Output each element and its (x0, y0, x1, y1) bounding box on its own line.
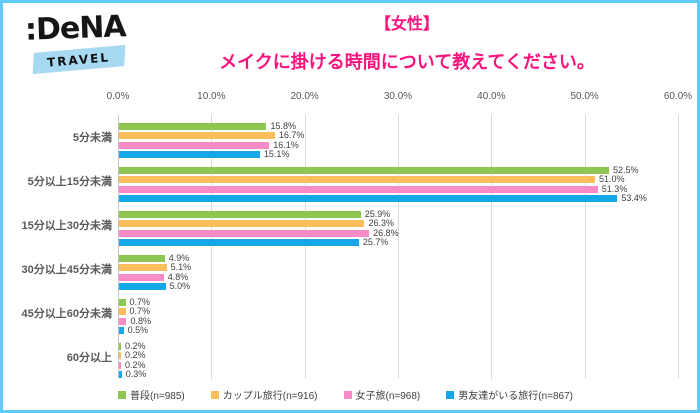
gridline (211, 115, 213, 379)
x-axis-tick-label: 60.0% (663, 91, 693, 102)
bar (119, 132, 275, 140)
category-label: 15分以上30分未満 (21, 220, 112, 232)
bar (119, 167, 609, 174)
legend-label: 普段(n=985) (130, 391, 185, 402)
x-axis-tick-label: 40.0% (477, 91, 506, 102)
bar (119, 229, 370, 237)
bar-value-label: 51.0% (599, 174, 625, 185)
bar (119, 273, 164, 281)
bar-value-label: 0.3% (125, 368, 147, 379)
legend-item: カップル旅行(n=916) (210, 387, 318, 402)
bar (119, 326, 124, 334)
category-label: 5分未満 (72, 132, 112, 144)
bar-value-label: 5.1% (170, 262, 192, 273)
bar (119, 370, 122, 378)
x-axis-tick-label: 0.0% (106, 91, 130, 102)
bar-value-label: 25.7% (362, 236, 389, 247)
bar-value-label: 0.2% (125, 341, 146, 351)
bar-value-label: 53.4% (621, 192, 647, 203)
legend-swatch (118, 390, 126, 399)
y-axis-line (118, 115, 119, 379)
bar (119, 194, 618, 202)
legend-swatch (343, 390, 352, 399)
bar-value-label: 0.8% (130, 315, 151, 326)
bar (119, 176, 595, 184)
bar (119, 264, 167, 272)
bar-chart: 0.0% 10.0% 20.0% 30.0% 40.0% 50.0% 60.0% 5分未満 15… (3, 3, 697, 410)
gridline (398, 115, 399, 379)
bar (119, 352, 121, 360)
gridline (584, 115, 586, 379)
legend-swatch (446, 390, 455, 399)
chart-legend: 普段(n=985) カップル旅行(n=916) 女子旅(n=968) 男友達がいる旅行… (118, 387, 599, 402)
chart-title-block: 【女性】 メイクに掛ける時間について教えてください。 (133, 15, 681, 74)
bar (119, 123, 267, 130)
category-label: 5分以上15分未満 (27, 176, 112, 188)
bar (119, 150, 260, 158)
legend-label: カップル旅行(n=916) (222, 391, 318, 402)
legend-swatch (210, 390, 219, 399)
bar-value-label: 0.2% (125, 359, 146, 370)
gridline (491, 115, 493, 379)
legend-label: 男友達がいる旅行(n=867) (458, 391, 573, 402)
bar-value-label: 52.5% (613, 165, 639, 175)
chart-title-group: 【女性】 (374, 16, 439, 33)
legend-label: 女子旅(n=968) (355, 391, 421, 402)
bar-value-label: 0.7% (129, 297, 151, 307)
bar-value-label: 16.1% (273, 139, 299, 150)
x-axis-tick-label: 10.0% (197, 91, 226, 102)
category-label: 60分以上 (66, 352, 112, 364)
legend-item: 男友達がいる旅行(n=867) (446, 387, 573, 402)
gridline (678, 115, 679, 379)
bar-value-label: 25.9% (364, 209, 391, 219)
chart-title-question: メイクに掛ける時間について教えてください。 (219, 52, 595, 73)
category-label: 30分以上45分未満 (21, 264, 112, 276)
legend-item: 普段(n=985) (118, 387, 185, 402)
bar-value-label: 0.2% (125, 350, 146, 361)
bar-value-label: 26.8% (373, 227, 399, 238)
bar-value-label: 15.1% (263, 148, 290, 159)
bar (119, 282, 166, 290)
bar (119, 238, 359, 246)
category-label: 45分以上60分未満 (21, 308, 112, 320)
x-axis-tick-label: 30.0% (383, 91, 413, 102)
legend-item: 女子旅(n=968) (343, 387, 421, 402)
bar-value-label: 4.8% (167, 271, 189, 282)
bar-value-label: 0.7% (129, 306, 151, 317)
x-axis-tick-label: 20.0% (290, 91, 319, 102)
bar-value-label: 15.8% (270, 121, 296, 131)
x-axis-tick-label: 50.0% (570, 91, 599, 102)
bar (119, 185, 598, 193)
bar (119, 299, 126, 306)
bar (119, 361, 121, 369)
bar-value-label: 26.3% (368, 218, 394, 229)
bar-value-label: 5.0% (169, 280, 191, 291)
bar-value-label: 16.7% (278, 130, 305, 141)
gridline (304, 115, 306, 379)
bar (119, 220, 365, 228)
bar-value-label: 0.5% (127, 324, 149, 335)
bar (119, 308, 126, 316)
bar (119, 211, 361, 218)
bar (119, 141, 270, 149)
bar (119, 255, 165, 262)
bar-value-label: 51.3% (601, 183, 628, 194)
bar (119, 317, 127, 325)
bar-value-label: 4.9% (168, 253, 190, 263)
bar (119, 343, 121, 350)
